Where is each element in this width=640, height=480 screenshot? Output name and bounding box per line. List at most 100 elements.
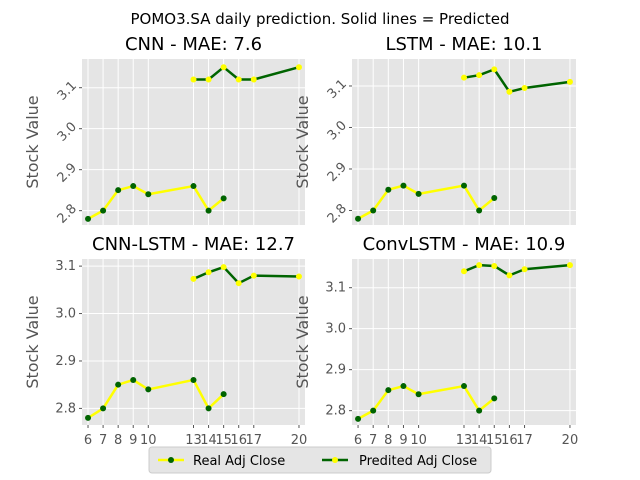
- predicted-data-point: [476, 262, 483, 269]
- y-tick-label: 3.0: [325, 322, 346, 337]
- real-data-point: [115, 187, 122, 194]
- predicted-data-point: [220, 64, 227, 71]
- x-tick-label: 14: [471, 433, 488, 448]
- real-series-line: [87, 184, 225, 220]
- predicted-data-point: [190, 275, 197, 282]
- x-tick-label: 15: [215, 433, 232, 448]
- predicted-data-point: [566, 262, 573, 269]
- subplot-2: 2.8 2.9 3.0 3.1 LSTM - MAE: 10.1 Stock Value: [293, 34, 576, 227]
- predicted-data-point: [491, 66, 498, 73]
- predicted-data-point: [220, 264, 227, 271]
- real-data-point: [115, 381, 122, 388]
- real-data-point: [190, 183, 197, 190]
- legend-real-label: Real Adj Close: [193, 454, 285, 469]
- real-data-point: [476, 407, 483, 414]
- y-tick-label: 3.0: [55, 119, 80, 144]
- y-tick-label: 3.0: [325, 118, 350, 143]
- real-data-point: [220, 195, 227, 202]
- real-data-point: [205, 405, 212, 412]
- real-data-point: [145, 386, 152, 393]
- real-data-point: [85, 414, 92, 421]
- y-tick-label: 3.1: [325, 281, 346, 296]
- legend-box: [148, 446, 492, 474]
- real-series-line: [357, 184, 496, 220]
- x-tick-label: 8: [114, 433, 122, 448]
- y-tick-label: 2.8: [55, 401, 76, 416]
- legend-pred-label: Predited Adj Close: [359, 454, 477, 469]
- x-tick-label: 20: [562, 433, 579, 448]
- subplot-title: ConvLSTM - MAE: 10.9: [363, 234, 566, 255]
- real-data-point: [205, 207, 212, 214]
- real-series-line: [87, 378, 225, 419]
- x-tick-label: 6: [84, 433, 92, 448]
- predicted-data-point: [506, 88, 513, 95]
- x-tick-label: 10: [140, 433, 157, 448]
- y-tick-label: 2.8: [55, 201, 80, 226]
- y-tick-label: 2.8: [325, 201, 350, 226]
- x-tick-label: 15: [486, 433, 503, 448]
- predicted-data-point: [295, 64, 302, 71]
- real-data-point: [130, 376, 137, 383]
- predicted-data-point: [235, 280, 242, 287]
- x-tick-label: 10: [410, 433, 427, 448]
- x-tick-label: 20: [291, 433, 308, 448]
- real-data-point: [355, 415, 362, 422]
- real-data-point: [491, 195, 498, 202]
- predicted-data-point: [205, 76, 212, 83]
- real-data-point: [415, 190, 422, 197]
- real-data-point: [400, 383, 407, 390]
- predicted-data-point: [235, 76, 242, 83]
- y-tick-label: 2.9: [325, 363, 346, 378]
- real-data-point: [100, 207, 107, 214]
- real-data-point: [220, 391, 227, 398]
- figure-title: POMO3.SA daily prediction. Solid lines =…: [131, 10, 510, 28]
- y-axis-label: Stock Value: [293, 95, 312, 188]
- legend-real-swatch-marker: [168, 457, 174, 463]
- real-data-point: [491, 395, 498, 402]
- predicted-data-point: [491, 262, 498, 269]
- x-tick-label: 9: [129, 433, 137, 448]
- x-tick-label: 17: [245, 433, 262, 448]
- y-tick-label: 2.9: [55, 354, 76, 369]
- x-tick-label: 8: [384, 433, 392, 448]
- y-axis-label: Stock Value: [23, 95, 42, 188]
- subplot-title: CNN-LSTM - MAE: 12.7: [92, 234, 295, 255]
- legend: Real Adj Close Predited Adj Close: [148, 446, 492, 474]
- y-tick-label: 3.1: [55, 259, 76, 274]
- real-data-point: [400, 182, 407, 189]
- predicted-data-point: [461, 74, 467, 81]
- y-tick-label: 3.0: [55, 307, 76, 322]
- y-tick-label: 3.1: [55, 78, 80, 103]
- real-data-point: [461, 383, 467, 390]
- subplot-title: LSTM - MAE: 10.1: [386, 34, 543, 55]
- predicted-data-point: [521, 85, 528, 92]
- real-data-point: [190, 376, 197, 383]
- x-tick-label: 9: [399, 433, 407, 448]
- x-tick-label: 13: [185, 433, 202, 448]
- real-data-point: [85, 215, 92, 222]
- real-data-point: [385, 186, 392, 193]
- y-tick-label: 3.1: [325, 77, 350, 102]
- subplot-1: 2.8 2.9 3.0 3.1 CNN - MAE: 7.6 Stock Value: [23, 34, 305, 227]
- y-tick-label: 2.9: [325, 160, 350, 185]
- predicted-data-point: [506, 272, 513, 279]
- predicted-data-point: [461, 268, 467, 275]
- predicted-data-point: [566, 78, 573, 85]
- x-tick-label: 6: [354, 433, 362, 448]
- subplot-title: CNN - MAE: 7.6: [125, 34, 262, 55]
- x-tick-label: 7: [369, 433, 377, 448]
- y-axis-label: Stock Value: [23, 295, 42, 388]
- real-data-point: [370, 207, 377, 214]
- legend-pred-swatch-marker: [332, 457, 338, 463]
- predicted-data-point: [205, 269, 212, 276]
- y-axis-label: Stock Value: [293, 295, 312, 388]
- x-tick-label: 16: [501, 433, 518, 448]
- real-data-point: [100, 405, 107, 412]
- y-tick-label: 2.9: [55, 160, 80, 185]
- predicted-data-point: [476, 72, 483, 79]
- real-data-point: [476, 207, 483, 214]
